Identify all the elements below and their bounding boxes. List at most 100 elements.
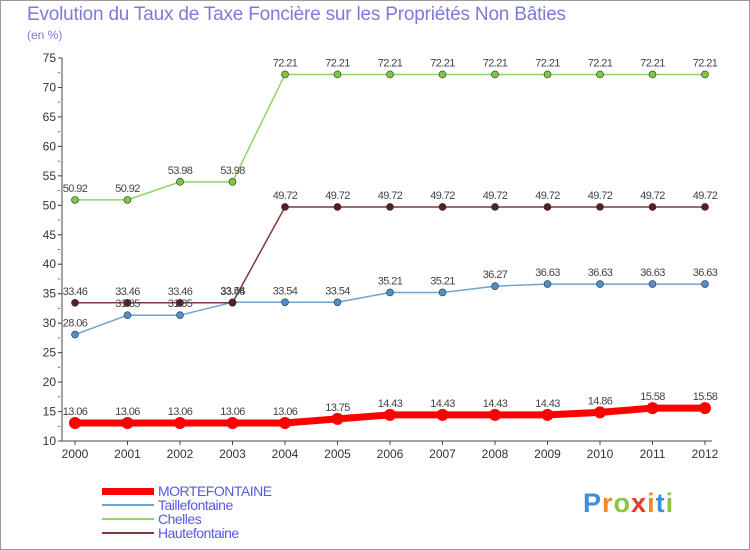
data-label: 49.72 [640, 190, 665, 202]
data-point [176, 311, 184, 319]
legend-label: MORTEFONTAINE [158, 483, 272, 499]
data-label: 14.43 [378, 398, 403, 410]
data-point [226, 416, 239, 429]
y-tick-label: 30 [43, 316, 57, 330]
data-label: 49.72 [378, 190, 403, 202]
data-label: 13.06 [273, 406, 298, 418]
data-label: 50.92 [115, 183, 140, 195]
data-point [491, 282, 499, 291]
data-point [281, 298, 289, 307]
data-label: 13.06 [220, 406, 245, 418]
y-tick-label: 55 [43, 169, 57, 183]
data-label: 49.72 [273, 190, 298, 202]
data-point [331, 412, 344, 425]
data-label: 49.72 [430, 190, 455, 202]
data-point [438, 70, 447, 79]
data-point [438, 288, 447, 297]
data-label: 36.27 [483, 269, 508, 281]
data-point [123, 311, 132, 319]
data-point [438, 203, 447, 211]
proxiti-logo: Proxiti [583, 488, 674, 519]
data-label: 49.72 [693, 190, 718, 202]
data-label: 14.43 [483, 398, 508, 410]
data-label: 53.98 [168, 165, 193, 177]
data-label: 72.21 [588, 57, 613, 69]
data-label: 35.21 [378, 275, 403, 287]
data-point [281, 203, 289, 211]
x-tick-label: 2006 [377, 447, 404, 461]
x-tick-label: 2001 [114, 447, 141, 461]
data-point [333, 298, 342, 307]
series-layer [69, 70, 711, 429]
data-point [333, 70, 342, 79]
data-point [174, 416, 186, 429]
data-point [71, 298, 79, 307]
legend-swatch [102, 518, 154, 520]
data-label: 49.72 [588, 190, 613, 202]
logo-letter: x [631, 488, 648, 518]
y-tick-label: 20 [43, 375, 57, 389]
data-label: 35.21 [430, 275, 455, 287]
y-tick-label: 35 [43, 287, 57, 301]
data-point [436, 408, 449, 421]
data-label: 14.43 [430, 398, 455, 410]
data-label: 31.35 [168, 298, 193, 310]
legend-item-hautefontaine: Hautefontaine [102, 525, 272, 541]
x-tick-label: 2009 [534, 447, 561, 461]
y-axis-unit-label: (en %) [27, 28, 63, 42]
data-label: 13.06 [63, 406, 88, 418]
data-label: 31.35 [115, 298, 140, 310]
data-label: 36.63 [693, 267, 718, 279]
y-tick-label: 75 [43, 51, 57, 65]
data-point [596, 70, 604, 79]
data-point [176, 178, 184, 186]
chart-title: Evolution du Taux de Taxe Foncière sur l… [27, 4, 566, 25]
data-point [121, 416, 134, 429]
data-point [701, 203, 709, 211]
data-label: 13.06 [168, 406, 193, 418]
data-label: 72.21 [325, 57, 350, 69]
data-point [386, 203, 394, 211]
x-tick-label: 2010 [587, 447, 614, 461]
data-point [701, 280, 709, 288]
legend: MORTEFONTAINE Taillefontaine Chelles Hau… [102, 483, 272, 541]
data-point [648, 203, 657, 211]
data-point [596, 280, 604, 288]
data-point [281, 70, 289, 79]
data-label: 33.46 [220, 286, 245, 298]
x-tick-label: 2005 [324, 447, 351, 461]
data-label: 72.21 [693, 57, 718, 69]
data-label: 33.46 [115, 286, 140, 298]
data-point [596, 203, 604, 211]
data-label: 36.63 [640, 267, 665, 279]
data-point [543, 70, 552, 79]
data-point [123, 196, 132, 204]
data-point [489, 408, 501, 421]
data-label: 72.21 [483, 57, 508, 69]
data-label: 13.75 [325, 402, 350, 414]
data-point [701, 70, 709, 79]
data-label: 36.63 [588, 267, 613, 279]
logo-letter: r [602, 488, 614, 518]
series-line-chelles [74, 73, 706, 201]
data-point [71, 196, 79, 204]
legend-swatch [102, 487, 154, 495]
data-label: 33.46 [168, 286, 193, 298]
data-point [543, 203, 552, 211]
data-point [333, 203, 342, 211]
data-point [228, 178, 237, 186]
data-label: 49.72 [325, 190, 350, 202]
data-point [594, 406, 606, 419]
logo-letter: i [665, 488, 675, 518]
data-point [541, 408, 554, 421]
logo-letter: t [655, 488, 666, 518]
y-tick-label: 50 [43, 198, 57, 212]
logo-letter: o [613, 488, 632, 518]
data-point [228, 298, 237, 307]
data-label: 33.54 [220, 285, 245, 297]
data-point [123, 298, 132, 307]
y-tick-label: 65 [43, 110, 57, 124]
data-labels-layer: 13.06 13.06 13.06 13.06 13.06 13.75 14.43 14.43… [63, 57, 719, 418]
data-label: 72.21 [535, 57, 560, 69]
